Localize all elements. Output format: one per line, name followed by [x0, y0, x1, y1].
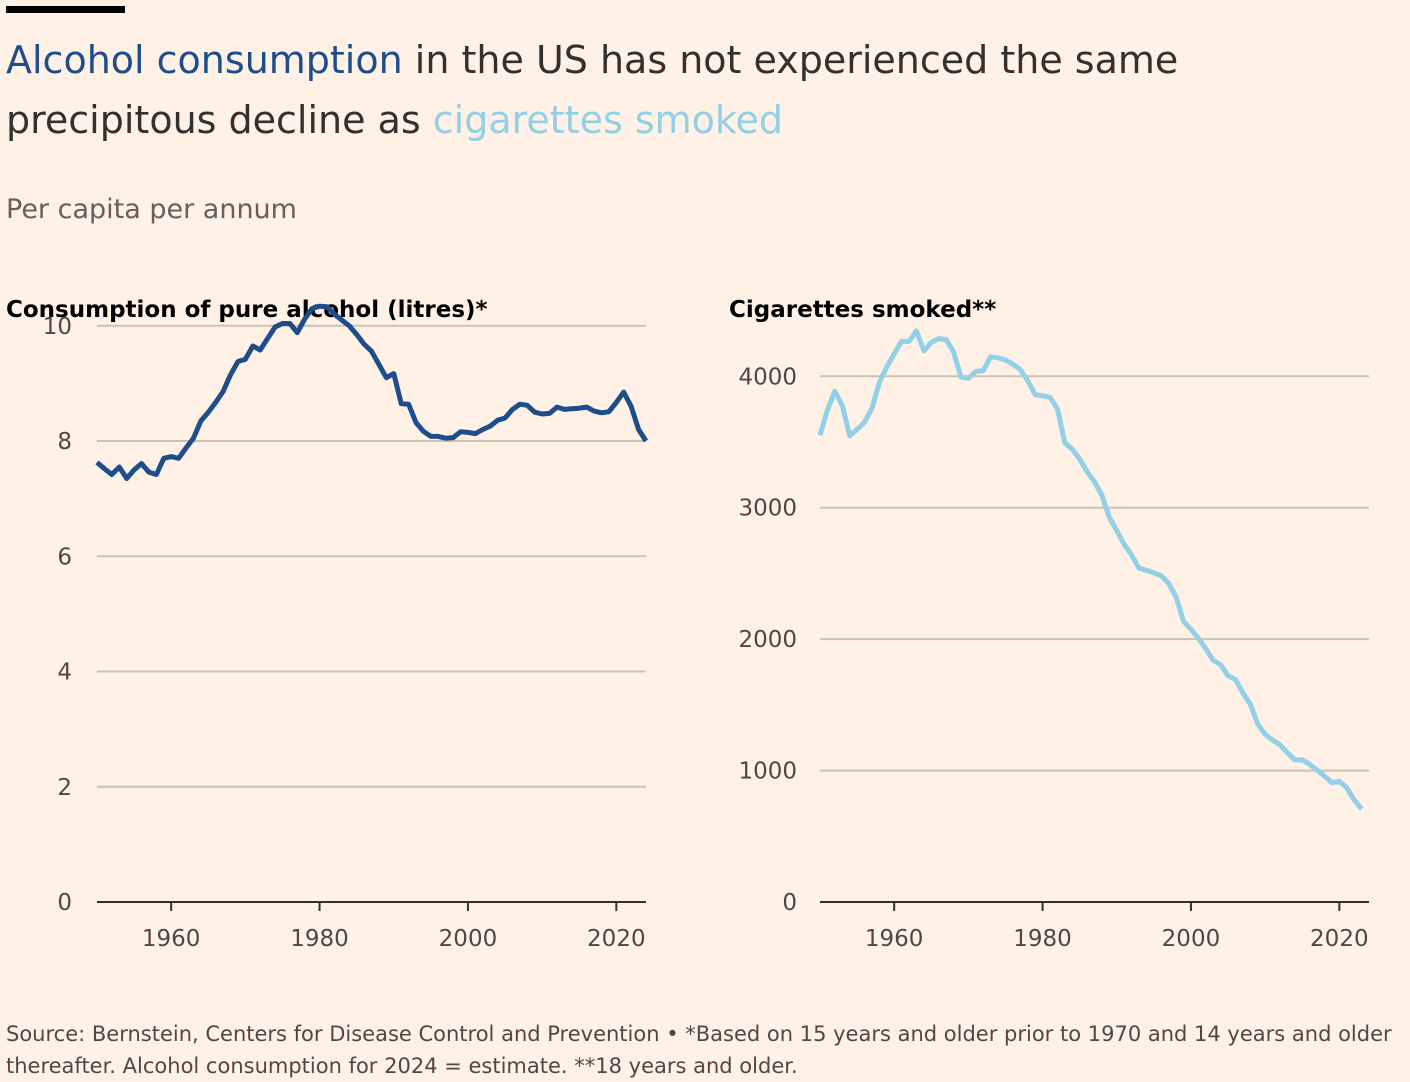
- alcohol-y-tick-label: 4: [57, 660, 72, 686]
- alcohol-panel-title: Consumption of pure alcohol (litres)*: [6, 297, 488, 323]
- cigarettes-y-tick-label: 1000: [738, 759, 797, 785]
- cigarettes-y-tick-label: 2000: [738, 627, 797, 653]
- cigarettes-y-tick-label: 3000: [738, 496, 797, 522]
- alcohol-x-tick-label: 1960: [142, 926, 201, 952]
- alcohol-line-chart: 0 2 4 6 8 10 1960 1980 2000 2020: [43, 303, 649, 952]
- alcohol-y-tick-label: 6: [57, 544, 72, 570]
- alcohol-x-tick-label: 2020: [587, 926, 646, 952]
- cigarettes-series-line: [817, 328, 1364, 811]
- cigarettes-x-tick-label: 2000: [1162, 926, 1221, 952]
- alcohol-y-tick-label: 8: [57, 429, 72, 455]
- cigarettes-y-tick-label: 4000: [738, 364, 797, 390]
- chart-headline: Alcohol consumption in the US has not ex…: [6, 30, 1396, 150]
- brand-top-bar: [6, 6, 125, 13]
- alcohol-y-tick-label: 2: [57, 775, 72, 801]
- cigarettes-y-tick-label: 0: [782, 890, 797, 916]
- cigarettes-line-chart: 0 1000 2000 3000 4000 1960 1980 2000 2020: [738, 328, 1369, 952]
- title-middle-text: in the US has not experienced the same p…: [6, 38, 1179, 142]
- source-footnote: Source: Bernstein, Centers for Disease C…: [6, 1022, 1392, 1078]
- alcohol-x-tick-label: 1980: [290, 926, 349, 952]
- cigarettes-x-tick-label: 1960: [865, 926, 924, 952]
- cigarettes-panel-title: Cigarettes smoked**: [729, 297, 997, 323]
- alcohol-y-tick-label: 10: [43, 314, 72, 340]
- alcohol-x-tick-label: 2000: [439, 926, 498, 952]
- title-cigarettes-highlight: cigarettes smoked: [432, 98, 784, 142]
- alcohol-y-tick-label: 0: [57, 890, 72, 916]
- alcohol-series-line: [95, 303, 649, 481]
- cigarettes-x-tick-label: 2020: [1310, 926, 1369, 952]
- chart-subtitle: Per capita per annum: [6, 194, 297, 225]
- cigarettes-x-tick-label: 1980: [1013, 926, 1072, 952]
- title-alcohol-highlight: Alcohol consumption: [6, 38, 403, 82]
